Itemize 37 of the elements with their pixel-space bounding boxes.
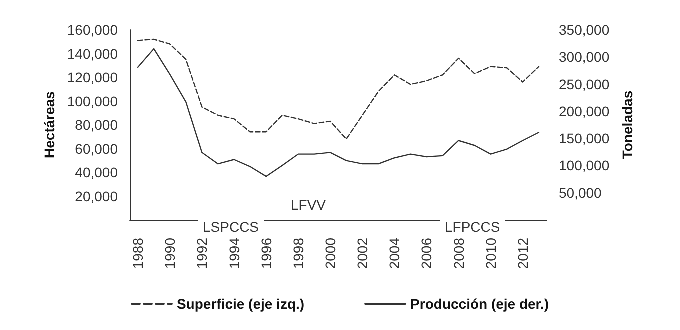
- x-tick-label: 1994: [226, 238, 242, 270]
- y2-tick-label: 50,000: [559, 184, 602, 201]
- annotation: LSPCCS: [203, 219, 260, 235]
- y2-tick-label: 250,000: [559, 76, 610, 92]
- x-tick-label: 2010: [482, 238, 499, 270]
- x-tick-label: 2012: [514, 238, 531, 270]
- x-tick-label: 1992: [194, 238, 210, 270]
- y-tick-label: 100,000: [67, 93, 118, 110]
- annotation: LFVV: [291, 197, 327, 213]
- x-tick-label: 2002: [354, 238, 371, 270]
- x-tick-label: 1998: [290, 238, 306, 270]
- annotation: LFPCCS: [445, 219, 500, 235]
- y2-tick-label: 100,000: [559, 158, 610, 174]
- y-tick-label: 140,000: [67, 46, 118, 62]
- x-tick-label: 2006: [418, 238, 435, 270]
- y-tick-label: 40,000: [75, 164, 118, 180]
- y2-tick-label: 350,000: [559, 22, 610, 38]
- y-tick-label: 120,000: [67, 70, 118, 86]
- y-axis-title: Hectáreas: [41, 91, 58, 158]
- legend-label: Producción (eje der.): [410, 296, 550, 312]
- y-tick-label: 60,000: [75, 140, 118, 157]
- y2-tick-label: 200,000: [559, 103, 610, 120]
- x-tick-label: 2000: [322, 238, 338, 270]
- x-tick-label: 1988: [130, 238, 146, 270]
- x-tick-label: 1996: [258, 238, 274, 270]
- y2-tick-label: 150,000: [559, 130, 610, 147]
- x-tick-label: 2004: [386, 238, 403, 270]
- x-tick-label: 2008: [450, 238, 467, 270]
- line-series: [137, 38, 540, 140]
- y-tick-label: 160,000: [67, 22, 118, 38]
- line-series: [137, 48, 540, 178]
- y2-axis-title: Toneladas: [620, 90, 636, 160]
- y-tick-label: 80,000: [75, 117, 118, 133]
- y2-tick-label: 300,000: [559, 49, 610, 66]
- y-tick-label: 20,000: [75, 188, 118, 204]
- x-tick-label: 1990: [162, 238, 178, 270]
- legend-label: Superficie (eje izq.): [176, 296, 305, 312]
